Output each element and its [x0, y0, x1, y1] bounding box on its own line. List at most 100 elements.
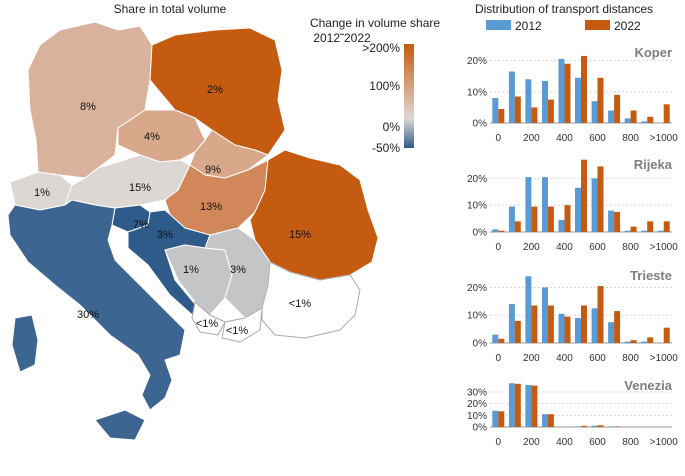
- region-italy: [7, 199, 186, 411]
- region-hungary: [164, 159, 269, 236]
- label-switzerland: 1%: [34, 187, 50, 199]
- label-croatia: 3%: [157, 229, 173, 241]
- bar-2022-700: [614, 211, 621, 232]
- bar-2012-200: [525, 177, 532, 232]
- x-tick-label: 0: [495, 353, 501, 364]
- x-tick-label: 400: [556, 437, 573, 448]
- y-tick-label: 0%: [473, 339, 488, 350]
- legend-label-2022: 2022: [614, 19, 641, 33]
- bar-2022-900: [647, 337, 654, 343]
- x-tick-label: 600: [589, 353, 606, 364]
- x-tick-label: 400: [556, 242, 573, 253]
- bar-2022-200: [531, 206, 538, 232]
- bar-2012-900: [641, 230, 648, 232]
- panel-rijeka: Rijeka 20% 10% 0% 0 200 400 600 800 >1000: [467, 157, 678, 253]
- bar-2012-300: [542, 80, 548, 123]
- bar-2012-900: [641, 121, 648, 123]
- y-tick-label: 10%: [467, 411, 487, 422]
- bar-2012-400: [558, 59, 565, 123]
- legend-title: Change in volume share: [310, 16, 440, 30]
- bar-2012-600: [591, 308, 598, 343]
- bar-2022-400: [564, 316, 571, 343]
- x-tick-label: 200: [523, 242, 540, 253]
- y-tick-label: 20%: [467, 174, 487, 185]
- bar-2012-500: [575, 187, 581, 232]
- port-name: Trieste: [630, 268, 672, 283]
- bar-2022-800: [630, 340, 637, 343]
- region-bulgaria: [261, 261, 361, 339]
- x-tick-label: >1000: [650, 353, 679, 364]
- bar-2022-100: [514, 383, 521, 427]
- bar-2022-500: [581, 55, 587, 123]
- label-macedonia: <1%: [226, 325, 249, 337]
- bar-2012-0: [492, 410, 499, 427]
- x-tick-label: 800: [622, 133, 639, 144]
- bar-2012-100: [508, 383, 515, 428]
- bar-2022-300: [547, 414, 554, 427]
- label-bulgaria: <1%: [289, 298, 312, 310]
- x-tick-label: 0: [495, 242, 501, 253]
- bar-2022-0: [498, 230, 505, 232]
- legend-subtitle: 2012˜2022: [313, 31, 371, 45]
- bar-2022-0: [498, 338, 505, 343]
- bar-2012-200: [525, 276, 532, 343]
- bar-2022-100: [514, 96, 521, 123]
- region-sicily: [94, 409, 146, 441]
- legend-tick-low: -50%: [372, 141, 400, 155]
- bar-2012-300: [542, 414, 548, 427]
- bar-2022-200: [531, 305, 538, 343]
- y-tick-label: 30%: [467, 388, 487, 399]
- bar-2022-600: [597, 286, 604, 343]
- bar-2012-0: [492, 334, 499, 343]
- bar-2012-400: [558, 219, 565, 232]
- volume-share-map: Share in total volume Change in volume s…: [7, 2, 440, 441]
- x-tick-label: >1000: [650, 242, 679, 253]
- bar-2012-700: [608, 426, 615, 427]
- bar-2022-700: [614, 311, 621, 343]
- bar-2022->1000: [663, 104, 670, 123]
- bar-2022-100: [514, 221, 521, 232]
- y-tick-label: 10%: [467, 87, 487, 98]
- x-tick-label: 800: [622, 437, 639, 448]
- bar-2012-800: [624, 341, 631, 343]
- y-tick-label: 0%: [473, 228, 488, 239]
- bar-2022-800: [630, 110, 637, 123]
- bar-2022-300: [547, 99, 554, 123]
- label-hungary: 13%: [200, 201, 222, 213]
- y-tick-label: 10%: [467, 311, 487, 322]
- x-tick-label: 600: [589, 437, 606, 448]
- map-title: Share in total volume: [114, 2, 227, 16]
- bar-2012-300: [542, 177, 548, 232]
- bar-2022-700: [614, 426, 621, 427]
- label-montenegro: <1%: [196, 318, 219, 330]
- bar-2022-500: [581, 425, 587, 427]
- bar-2012-600: [591, 101, 598, 123]
- bar-2022-600: [597, 77, 604, 123]
- panel-venezia: Venezia 30%20%10%0% 0 200 400 600 800 >1000: [467, 378, 678, 448]
- x-tick-label: 800: [622, 353, 639, 364]
- legend-swatch-2012: [486, 20, 511, 30]
- x-tick-label: 200: [523, 133, 540, 144]
- y-tick-label: 20%: [467, 56, 487, 67]
- label-poland: 2%: [207, 84, 223, 96]
- bar-2022-0: [498, 411, 505, 428]
- bar-2022-400: [564, 205, 571, 232]
- bar-2012-200: [525, 79, 532, 123]
- bar-2012-500: [575, 77, 581, 123]
- bar-2022-900: [647, 116, 654, 123]
- x-tick-label: 0: [495, 133, 501, 144]
- label-austria: 15%: [129, 182, 151, 194]
- x-tick-label: >1000: [650, 133, 679, 144]
- bar-2022-100: [514, 320, 521, 343]
- bar-2022-600: [597, 425, 604, 428]
- bar-2022-300: [547, 206, 554, 232]
- bar-2022-700: [614, 94, 621, 123]
- bar-2022-900: [647, 221, 654, 232]
- bar-2022->1000: [663, 327, 670, 343]
- bar-2022-300: [547, 305, 554, 343]
- label-italy: 30%: [77, 309, 99, 321]
- bar-2012-100: [508, 206, 515, 232]
- x-tick-label: 200: [523, 353, 540, 364]
- bar-2022-200: [531, 385, 538, 427]
- bar-2012-0: [492, 98, 499, 123]
